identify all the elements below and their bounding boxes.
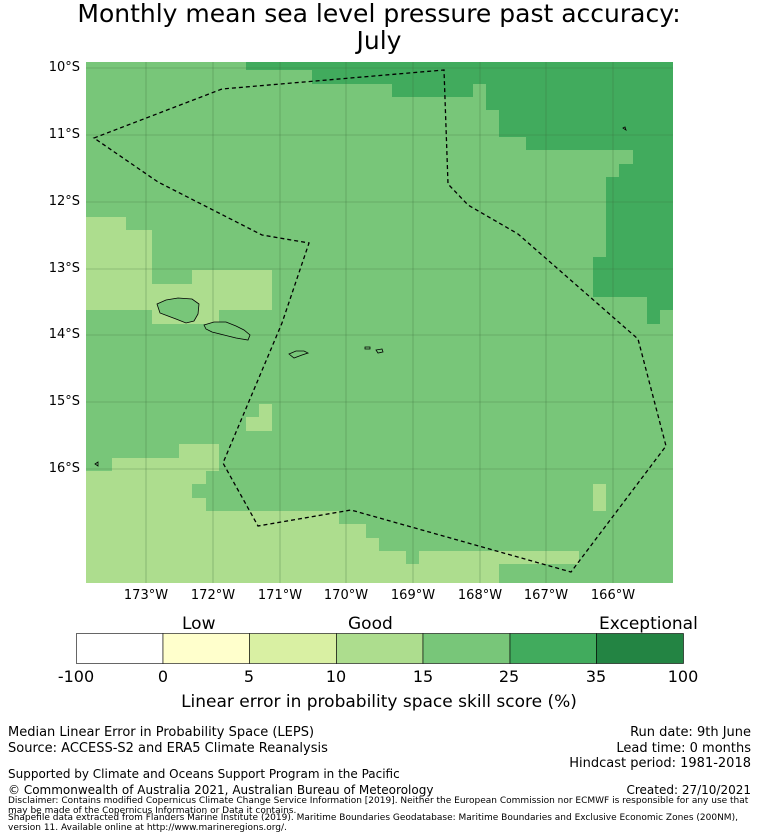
colorbar-category-good: Good <box>348 614 393 634</box>
skill-region-moderate-patch-4 <box>499 564 579 583</box>
graticule <box>86 62 673 583</box>
disclaimer-text: Disclaimer: Contains modified Copernicus… <box>8 796 749 816</box>
islands <box>94 126 627 467</box>
colorbar-tick-10: 10 <box>325 667 347 686</box>
lon-label-170w: 170°W <box>323 588 369 603</box>
colorbar-category-low: Low <box>182 614 216 634</box>
colorbar-tick-25: 25 <box>498 667 520 686</box>
colorbar-tick-15: 15 <box>412 667 434 686</box>
support-text: Supported by Climate and Oceans Support … <box>8 767 400 781</box>
lon-label-168w: 168°W <box>457 588 503 603</box>
colorbar-swatch-0-5 <box>162 633 250 664</box>
skill-region-moderate-west <box>86 217 272 324</box>
lon-label-172w: 172°W <box>190 588 236 603</box>
lat-label-10s: 10°S <box>48 60 80 75</box>
lat-label-14s: 14°S <box>48 327 80 342</box>
island-tau <box>375 348 384 354</box>
colorbar-tick-0: 0 <box>157 667 169 686</box>
colorbar-category-exceptional: Exceptional <box>599 614 698 634</box>
colorbar-swatch-15-25 <box>422 633 511 664</box>
skill-map <box>86 62 673 583</box>
lon-label-167w: 167°W <box>523 588 569 603</box>
map-title-line-1: Monthly mean sea level pressure past acc… <box>77 0 681 28</box>
method-text: Median Linear Error in Probability Space… <box>8 725 315 740</box>
lat-label-13s: 13°S <box>48 261 80 276</box>
island-upolu <box>203 321 251 341</box>
colorbar-tick-5: 5 <box>243 667 255 686</box>
colorbar-swatch-5-10 <box>249 633 337 664</box>
colorbar-tick-100: 100 <box>667 667 699 686</box>
lead-time-text: Lead time: 0 months <box>616 741 751 756</box>
lon-label-171w: 171°W <box>257 588 303 603</box>
island-west-small <box>94 461 99 467</box>
island-ofu <box>364 346 371 350</box>
copyright-text: © Commonwealth of Australia 2021, Austra… <box>8 783 434 797</box>
colorbar-tick-neg100: -100 <box>57 667 95 686</box>
colorbar-swatch-25-35 <box>509 633 597 664</box>
lat-label-11s: 11°S <box>48 127 80 142</box>
colorbar-swatch-35-100 <box>596 633 684 664</box>
map-title-line-2: July <box>356 26 402 55</box>
colorbar-label: Linear error in probability space skill … <box>181 692 577 712</box>
lon-label-173w: 173°W <box>123 588 169 603</box>
shapefile-text: Shapefile data extracted from Flanders M… <box>8 813 738 833</box>
lat-label-12s: 12°S <box>48 194 80 209</box>
colorbar-swatch-10-15 <box>336 633 424 664</box>
lon-label-169w: 169°W <box>390 588 436 603</box>
eez-boundary <box>92 69 667 573</box>
colorbar-tick-35: 35 <box>585 667 607 686</box>
skill-region-moderate-patch-2 <box>246 417 259 431</box>
source-text: Source: ACCESS-S2 and ERA5 Climate Reana… <box>8 741 328 756</box>
island-tutuila <box>288 350 310 359</box>
colorbar <box>76 633 684 664</box>
hindcast-text: Hindcast period: 1981-2018 <box>569 756 751 771</box>
colorbar-swatch-neg100-0 <box>76 633 164 664</box>
lat-label-16s: 16°S <box>48 461 80 476</box>
skill-region-moderate-patch-3 <box>593 484 606 511</box>
skill-region-moderate-patch-1 <box>259 404 272 431</box>
lon-label-166w: 166°W <box>590 588 636 603</box>
skill-region-high-north <box>246 62 673 324</box>
created-text: Created: 27/10/2021 <box>626 783 751 797</box>
island-savaii <box>156 297 200 324</box>
run-date-text: Run date: 9th June <box>630 725 751 740</box>
island-northeast-small <box>622 126 627 131</box>
lat-label-15s: 15°S <box>48 394 80 409</box>
